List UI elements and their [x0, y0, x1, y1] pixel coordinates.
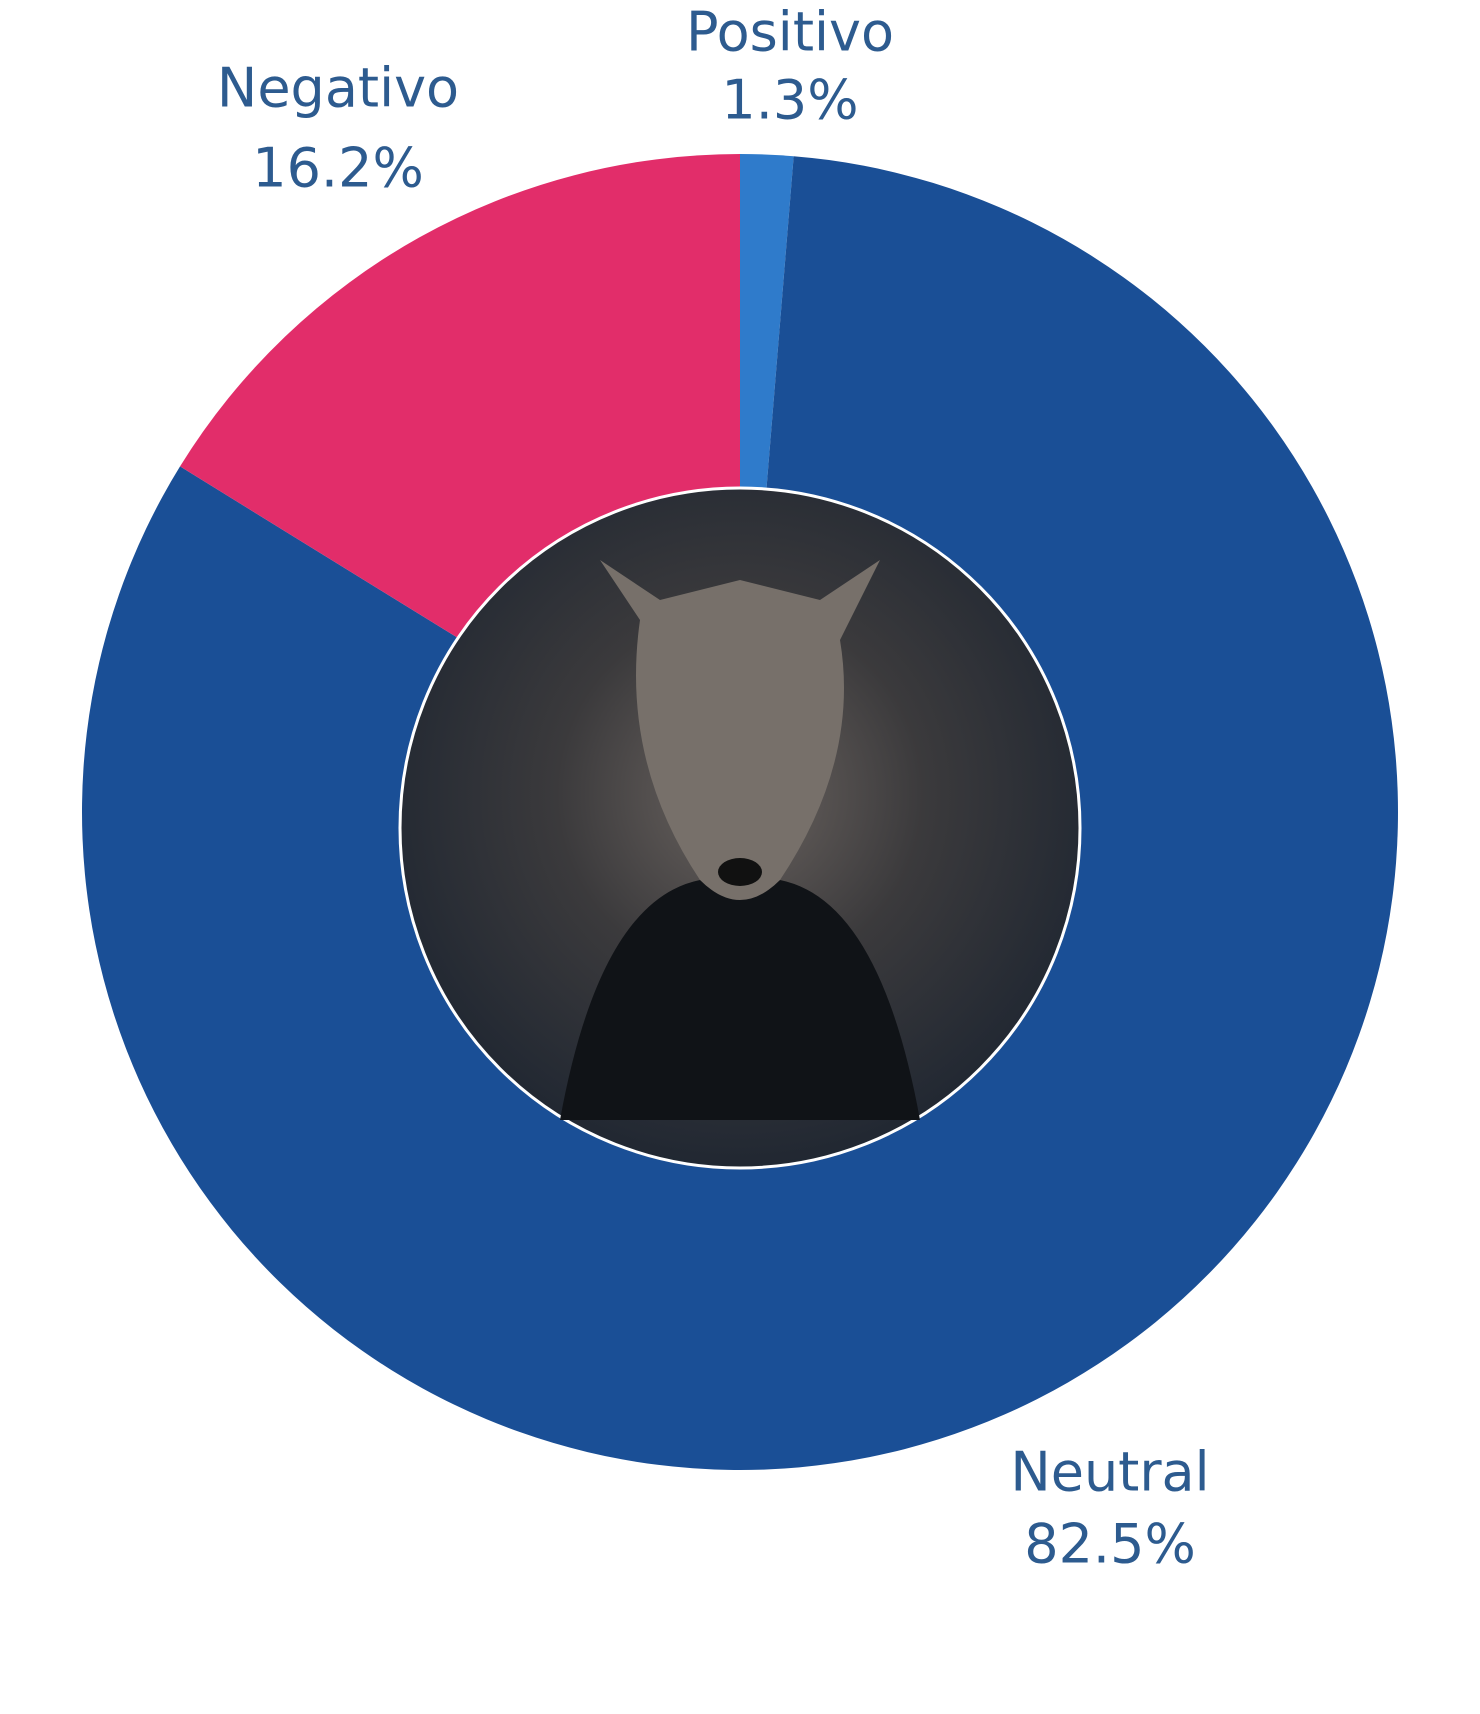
slice-label: Negativo	[217, 57, 459, 120]
value-label: 1.3%	[721, 69, 858, 132]
chart: Positivo1.3% Neutral 82.5% Negativo 16.2%	[0, 0, 1480, 1710]
center-photo	[400, 488, 1080, 1168]
slice-label: Positivo	[686, 1, 894, 64]
photo-nose	[718, 858, 762, 886]
value-label: 82.5%	[1024, 1513, 1196, 1576]
slice-label: Neutral	[1010, 1441, 1209, 1504]
value-label: 16.2%	[252, 137, 424, 200]
